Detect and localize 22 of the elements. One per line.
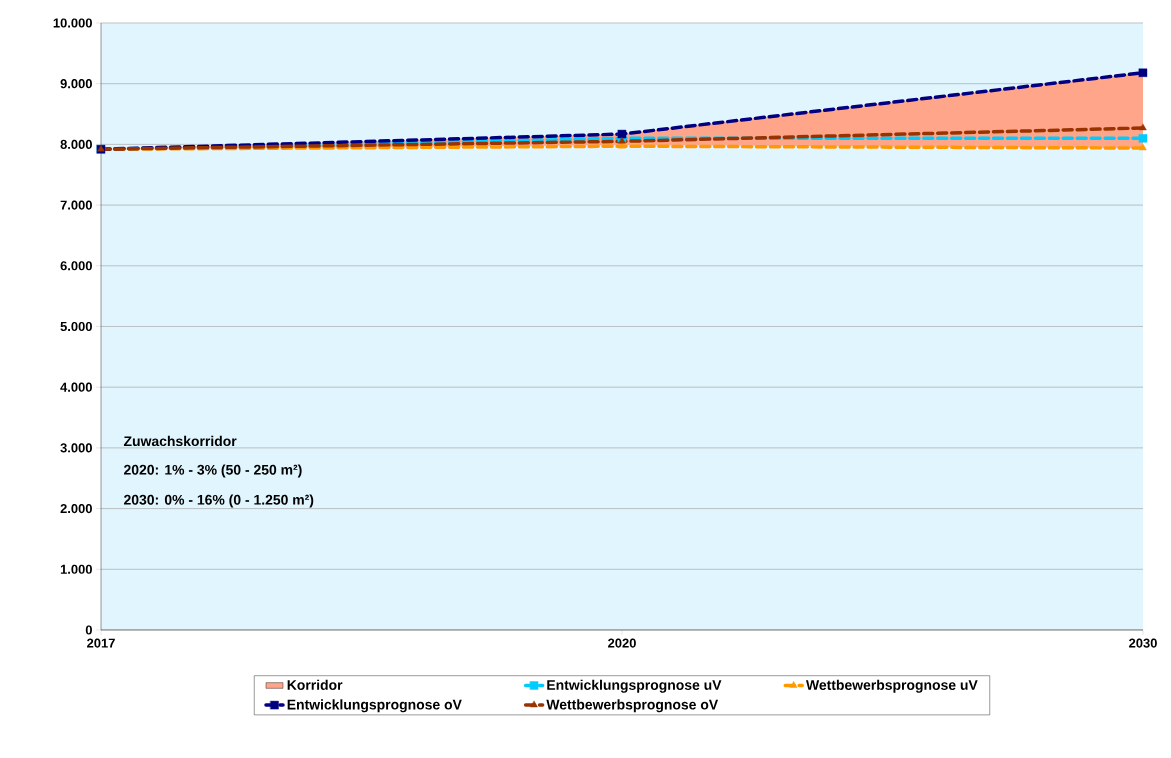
annotation: 2030: 0% - 16% (0 - 1.250 m²) — [124, 494, 314, 508]
y-tick-label: 1.000 — [60, 564, 92, 574]
legend-label: Wettbewerbsprognose uV — [805, 679, 978, 693]
y-tick-label: 2.000 — [60, 504, 92, 514]
y-tick-label: 5.000 — [60, 321, 92, 332]
x-tick-label: 2030 — [1129, 638, 1157, 648]
x-tick-label: 2017 — [87, 638, 115, 648]
y-tick-label: 8.000 — [60, 139, 92, 149]
y-tick-label: 4.000 — [60, 382, 92, 392]
y-tick-label: 3.000 — [60, 443, 92, 453]
y-tick-label: 0 — [85, 625, 92, 635]
y-tick-label: 9.000 — [60, 79, 92, 89]
y-tick-label: 6.000 — [60, 261, 92, 271]
y-tick-label: 7.000 — [60, 200, 92, 210]
legend-label: Entwicklungsprognose oV — [287, 699, 462, 713]
x-tick-label: 2020 — [608, 638, 636, 648]
legend-label: Entwicklungsprognose uV — [547, 679, 722, 693]
annotation: 2020: 1% - 3% (50 - 250 m²) — [124, 464, 302, 478]
y-tick-label: 10.000 — [53, 18, 92, 28]
legend-label: Wettbewerbsprognose oV — [546, 699, 719, 713]
legend-label: Korridor — [287, 679, 343, 690]
annotation: Zuwachskorridor — [123, 435, 237, 447]
